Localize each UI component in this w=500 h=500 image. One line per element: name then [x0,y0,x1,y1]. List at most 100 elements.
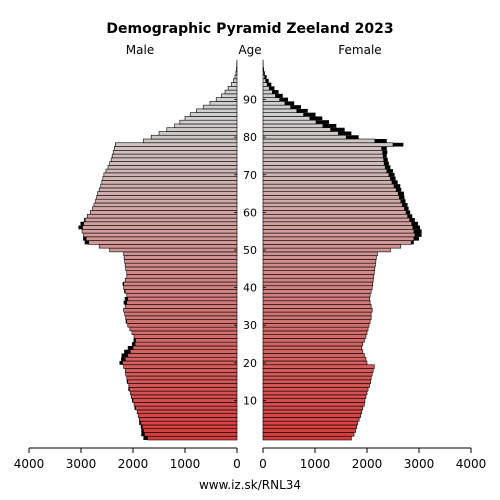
age-tick-label: 50 [243,244,257,257]
male-excess-bar [134,406,136,410]
female-excess-bar [346,135,359,140]
female-bar [262,330,368,335]
female-bar [262,221,413,226]
male-bar [83,232,238,238]
female-excess-bar [407,214,413,219]
female-excess-bar [388,172,395,177]
male-bar [166,127,238,132]
female-bar [262,338,365,343]
female-excess-bar [322,123,337,128]
female-bar [262,334,367,339]
female-bar [262,356,367,362]
male-bar [130,349,238,354]
female-bar [262,285,373,290]
female-bar [262,82,268,87]
male-bar [84,217,238,223]
male-bar [129,387,238,392]
female-bar [262,86,270,91]
male-x-tick-label: 0 [233,457,241,471]
male-bar [123,255,238,260]
male-bar [92,206,238,211]
female-bar [262,262,376,268]
female-x-tick-label: 3000 [404,457,435,471]
female-bar [262,323,370,328]
female-excess-bar [391,180,398,185]
male-excess-bar [121,353,128,358]
age-tick-label: 60 [243,206,257,219]
female-excess-bar [383,157,388,162]
male-bar [126,270,238,275]
male-excess-bar [123,300,127,305]
female-bar [262,428,356,433]
male-bar [109,161,238,166]
female-bar [262,206,405,211]
female-excess-bar [393,142,404,147]
male-label: Male [126,43,154,57]
female-bar [262,424,357,430]
male-bar [137,413,238,418]
male-bar [90,210,238,215]
age-tick-label: 20 [243,357,257,370]
male-excess-bar [128,387,130,392]
female-bar [262,74,265,80]
male-excess-bar [131,342,136,346]
male-excess-bar [139,421,141,425]
female-excess-bar [390,176,396,181]
female-bar [262,104,291,110]
male-bar [98,244,238,249]
female-excess-bar [381,146,387,151]
male-bar [107,165,238,170]
female-excess-bar [404,206,409,211]
male-bar [129,326,238,332]
age-tick-label: 30 [243,319,257,332]
male-bars [78,59,238,441]
male-bar [123,285,238,290]
male-bar [135,338,238,343]
female-bar [262,360,368,366]
male-bar [125,266,238,271]
male-bar [127,379,238,384]
female-excess-bar [402,202,408,207]
female-bar [262,251,378,256]
male-x-tick-label: 4000 [14,457,45,471]
female-bar [262,304,372,309]
female-bar [262,349,364,354]
male-bar [126,292,238,298]
male-bar [101,180,238,185]
male-bar [111,153,238,159]
female-bar [262,417,360,422]
female-bar [262,341,364,347]
male-bar [147,435,238,441]
male-excess-bar [84,240,89,245]
female-bar [262,371,373,377]
male-bar [184,116,238,121]
female-excess-bar [263,67,264,72]
male-bar [97,191,238,196]
male-bar [235,70,238,76]
female-excess-bar [272,90,279,94]
male-bar [85,236,238,241]
male-bar [233,78,238,83]
female-excess-bar [411,221,418,226]
male-excess-bar [124,289,126,294]
male-excess-bar [126,379,128,384]
female-excess-bar [384,161,389,166]
male-bar [196,108,238,113]
age-tick-label: 40 [243,282,257,295]
female-excess-bar [265,78,269,83]
female-excess-bar [279,97,288,102]
female-bar [262,112,304,117]
male-bar [130,390,238,396]
female-bar [262,368,374,373]
female-bar [262,244,402,249]
male-bar [93,202,238,208]
male-bar [127,323,238,328]
female-bar [262,198,402,204]
age-tick-label: 10 [243,394,257,407]
male-bar [88,240,238,245]
female-bar [262,89,273,95]
male-bar [215,97,238,102]
female-excess-bar [386,169,393,173]
female-bar [262,153,384,159]
female-bar [262,176,391,181]
